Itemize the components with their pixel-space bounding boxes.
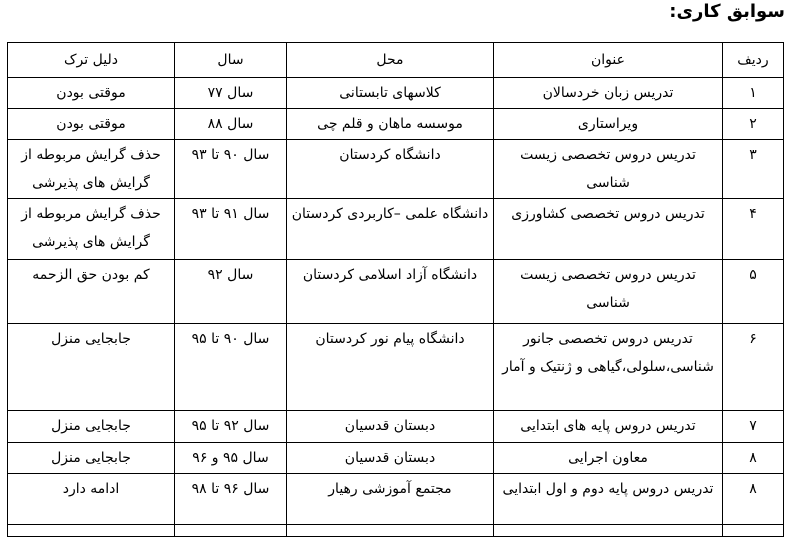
cell-row-number: ۸ (722, 442, 784, 474)
table-row: ۷ تدریس دروس پایه های ابتدایی دبستان قدس… (7, 410, 784, 443)
cell-row-number: ۸ (722, 473, 784, 525)
cell-leave-reason: جابجایی منزل (7, 410, 175, 443)
cell-leave-reason: جابجایی منزل (7, 442, 175, 474)
cell-title: معاون اجرایی (493, 442, 723, 474)
cell-row-number: ۵ (722, 259, 784, 324)
cell-year: سال ۹۰ تا ۹۵ (174, 323, 287, 411)
cell-title: تدریس دروس تخصصی زیست شناسی (493, 259, 723, 324)
cell-place: دانشگاه آزاد اسلامی کردستان (286, 259, 494, 324)
cell-year: سال ۹۰ تا ۹۳ (174, 139, 287, 199)
cell-title: تدریس دروس پایه های ابتدایی (493, 410, 723, 443)
cell-row-number: ۲ (722, 108, 784, 140)
table-row: ۳ تدریس دروس تخصصی زیست شناسی دانشگاه کر… (7, 139, 784, 199)
cell-row-number: ۴ (722, 198, 784, 260)
cell-row-number: ۳ (722, 139, 784, 199)
work-history-table: ردیف عنوان محل سال دلیل ترک ۱ تدریس زبان… (7, 42, 784, 537)
cell-row-number: ۷ (722, 410, 784, 443)
header-place: محل (286, 42, 494, 78)
page-title: سوابق کاری: (669, 1, 785, 22)
cell-row-number: ۱ (722, 77, 784, 109)
cell-place: دانشگاه پیام نور کردستان (286, 323, 494, 411)
table-header-row: ردیف عنوان محل سال دلیل ترک (7, 42, 784, 78)
cell-leave-reason: کم بودن حق الزحمه (7, 259, 175, 324)
table-row: ۴ تدریس دروس تخصصی کشاورزی دانشگاه علمی … (7, 198, 784, 260)
cell-place: دانشگاه علمی –کاربردی کردستان (286, 198, 494, 260)
cell-place: موسسه ماهان و قلم چی (286, 108, 494, 140)
cell-title: تدریس دروس تخصصی زیست شناسی (493, 139, 723, 199)
header-leave-reason: دلیل ترک (7, 42, 175, 78)
cell-year: سال ۹۶ تا ۹۸ (174, 473, 287, 525)
cell-title: تدریس دروس پایه دوم و اول ابتدایی (493, 473, 723, 525)
table-row: ۲ ویراستاری موسسه ماهان و قلم چی سال ۸۸ … (7, 108, 784, 140)
cell-title: تدریس دروس تخصصی جانور شناسی،سلولی،گیاهی… (493, 323, 723, 411)
cell-leave-reason: ادامه دارد (7, 473, 175, 525)
cell-place: دبستان قدسیان (286, 442, 494, 474)
cell-title: ویراستاری (493, 108, 723, 140)
table-row: ۵ تدریس دروس تخصصی زیست شناسی دانشگاه آز… (7, 259, 784, 324)
table-row: ۶ تدریس دروس تخصصی جانور شناسی،سلولی،گیا… (7, 323, 784, 411)
cell-year: سال ۹۲ (174, 259, 287, 324)
cell-place: دانشگاه کردستان (286, 139, 494, 199)
header-title: عنوان (493, 42, 723, 78)
cell-place: کلاسهای تابستانی (286, 77, 494, 109)
header-row-number: ردیف (722, 42, 784, 78)
cell-year: سال ۹۱ تا ۹۳ (174, 198, 287, 260)
cell-year: سال ۹۵ و ۹۶ (174, 442, 287, 474)
cell-title: تدریس زبان خردسالان (493, 77, 723, 109)
cell-leave-reason: موقتی بودن (7, 77, 175, 109)
cell-leave-reason: موقتی بودن (7, 108, 175, 140)
table-row: ۸ تدریس دروس پایه دوم و اول ابتدایی مجتم… (7, 473, 784, 525)
cell-year: سال ۹۲ تا ۹۵ (174, 410, 287, 443)
cell-place: مجتمع آموزشی رهیار (286, 473, 494, 525)
cell-year: سال ۸۸ (174, 108, 287, 140)
cell-place: دبستان قدسیان (286, 410, 494, 443)
table-row: ۱ تدریس زبان خردسالان کلاسهای تابستانی س… (7, 77, 784, 109)
cell-row-number: ۶ (722, 323, 784, 411)
cell-title: تدریس دروس تخصصی کشاورزی (493, 198, 723, 260)
cell-leave-reason: حذف گرایش مربوطه از گرایش های پذیرشی (7, 139, 175, 199)
header-year: سال (174, 42, 287, 78)
cell-leave-reason: جابجایی منزل (7, 323, 175, 411)
cell-leave-reason: حذف گرایش مربوطه از گرایش های پذیرشی (7, 198, 175, 260)
table-row: ۸ معاون اجرایی دبستان قدسیان سال ۹۵ و ۹۶… (7, 442, 784, 474)
cell-year: سال ۷۷ (174, 77, 287, 109)
